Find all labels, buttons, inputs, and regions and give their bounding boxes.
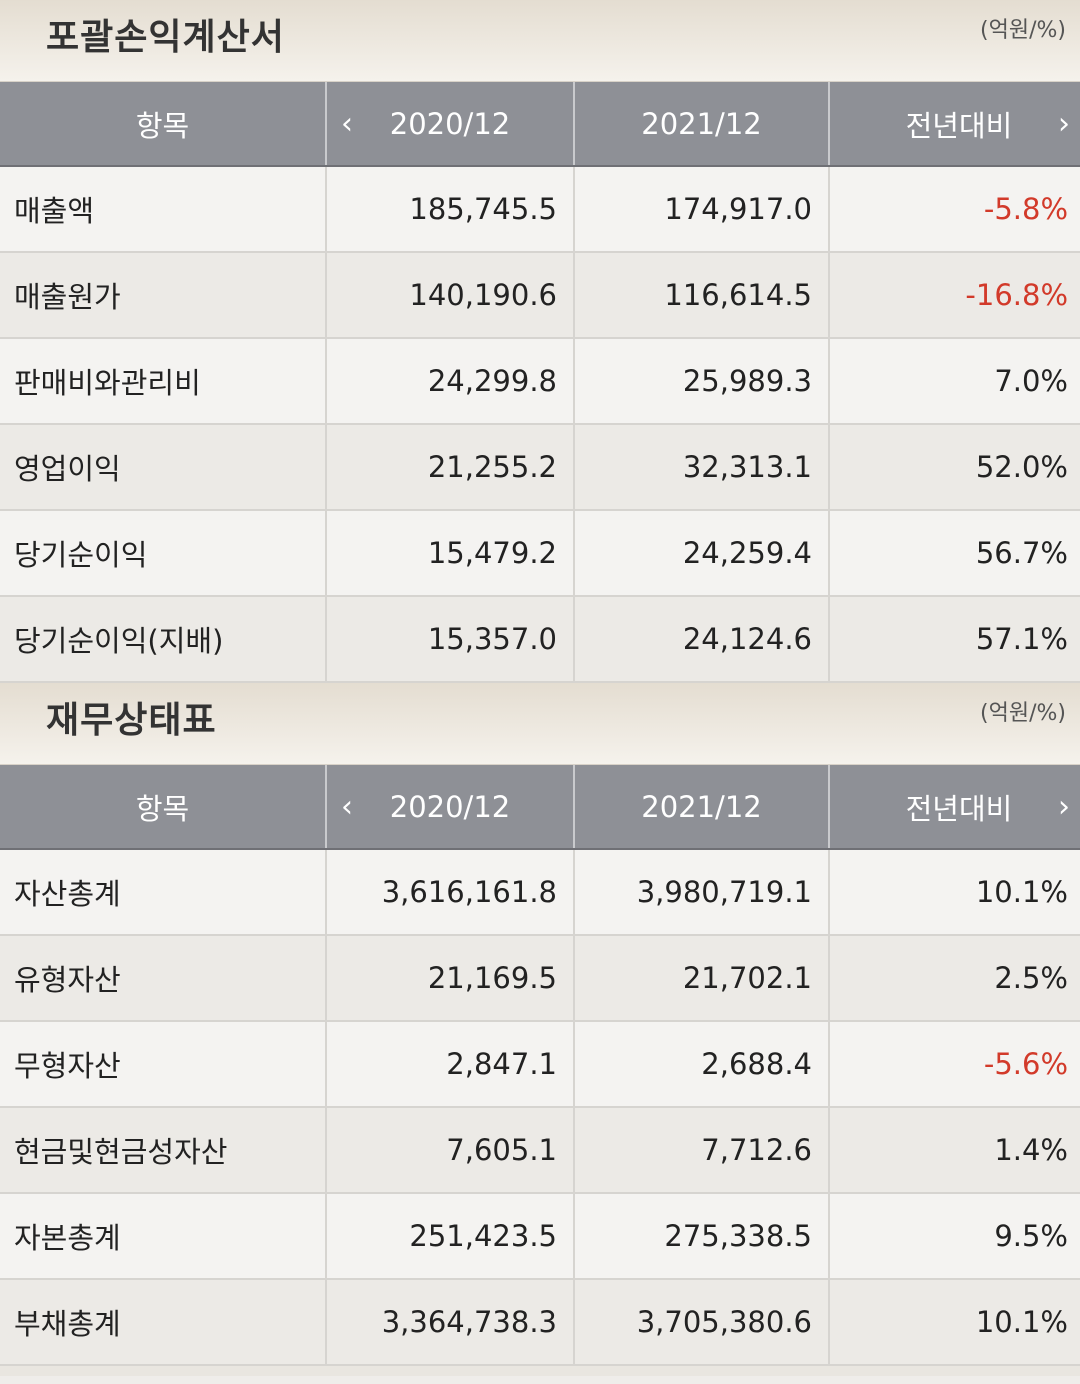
value-2021: 174,917.0 bbox=[574, 166, 830, 253]
column-header-label: 2021/12 bbox=[641, 789, 762, 824]
column-header-2021: 2021/12 bbox=[574, 82, 830, 167]
income-statement-table: 항목 ‹ 2020/12 2021/12 전년대비 › 매출액 185,745.5… bbox=[0, 82, 1080, 683]
chevron-left-icon[interactable]: ‹ bbox=[341, 106, 353, 141]
column-header-yoy: 전년대비 › bbox=[829, 765, 1080, 850]
value-yoy: 10.1% bbox=[829, 849, 1080, 936]
income-statement-title: 포괄손익계산서 bbox=[46, 17, 285, 58]
bottom-strip bbox=[0, 1366, 1080, 1376]
column-header-item: 항목 bbox=[0, 765, 327, 850]
column-header-item: 항목 bbox=[0, 82, 327, 167]
table-header-row: 항목 ‹ 2020/12 2021/12 전년대비 › bbox=[0, 82, 1080, 167]
value-2020: 185,745.5 bbox=[326, 166, 575, 253]
table-row: 당기순이익(지배) 15,357.0 24,124.6 57.1% bbox=[0, 596, 1080, 683]
column-header-label: 2021/12 bbox=[641, 106, 762, 141]
chevron-left-icon[interactable]: ‹ bbox=[341, 789, 353, 824]
balance-sheet-unit: (억원/%) bbox=[980, 701, 1066, 726]
value-2020: 15,479.2 bbox=[326, 510, 575, 597]
table-row: 자본총계 251,423.5 275,338.5 9.5% bbox=[0, 1193, 1080, 1280]
table-row: 판매비와관리비 24,299.8 25,989.3 7.0% bbox=[0, 338, 1080, 425]
row-label: 매출액 bbox=[0, 166, 327, 253]
column-header-label: 항목 bbox=[135, 108, 190, 143]
row-label: 영업이익 bbox=[0, 424, 327, 511]
value-2021: 275,338.5 bbox=[574, 1193, 830, 1280]
value-2020: 3,616,161.8 bbox=[326, 849, 575, 936]
value-2020: 3,364,738.3 bbox=[326, 1279, 575, 1366]
balance-sheet-table: 항목 ‹ 2020/12 2021/12 전년대비 › 자산총계 3,616,16… bbox=[0, 765, 1080, 1366]
row-label: 현금및현금성자산 bbox=[0, 1107, 327, 1194]
value-2020: 15,357.0 bbox=[326, 596, 575, 683]
row-label: 부채총계 bbox=[0, 1279, 327, 1366]
table-row: 유형자산 21,169.5 21,702.1 2.5% bbox=[0, 935, 1080, 1022]
value-yoy: 1.4% bbox=[829, 1107, 1080, 1194]
column-header-yoy: 전년대비 › bbox=[829, 82, 1080, 167]
row-label: 유형자산 bbox=[0, 935, 327, 1022]
row-label: 판매비와관리비 bbox=[0, 338, 327, 425]
column-header-label: 전년대비 bbox=[905, 108, 1013, 143]
table-row: 무형자산 2,847.1 2,688.4 -5.6% bbox=[0, 1021, 1080, 1108]
table-row: 자산총계 3,616,161.8 3,980,719.1 10.1% bbox=[0, 849, 1080, 936]
value-2020: 24,299.8 bbox=[326, 338, 575, 425]
table-row: 당기순이익 15,479.2 24,259.4 56.7% bbox=[0, 510, 1080, 597]
value-yoy: 9.5% bbox=[829, 1193, 1080, 1280]
row-label: 무형자산 bbox=[0, 1021, 327, 1108]
row-label: 당기순이익 bbox=[0, 510, 327, 597]
column-header-2020: ‹ 2020/12 bbox=[326, 765, 575, 850]
balance-sheet-title: 재무상태표 bbox=[46, 700, 217, 741]
value-yoy: 57.1% bbox=[829, 596, 1080, 683]
value-2020: 7,605.1 bbox=[326, 1107, 575, 1194]
value-2020: 2,847.1 bbox=[326, 1021, 575, 1108]
column-header-label: 항목 bbox=[135, 791, 190, 826]
value-2020: 251,423.5 bbox=[326, 1193, 575, 1280]
column-header-label: 전년대비 bbox=[905, 791, 1013, 826]
value-2021: 7,712.6 bbox=[574, 1107, 830, 1194]
table-row: 현금및현금성자산 7,605.1 7,712.6 1.4% bbox=[0, 1107, 1080, 1194]
row-label: 자본총계 bbox=[0, 1193, 327, 1280]
column-header-label: 2020/12 bbox=[389, 106, 511, 141]
value-yoy: 56.7% bbox=[829, 510, 1080, 597]
value-2021: 3,980,719.1 bbox=[574, 849, 830, 936]
value-2021: 2,688.4 bbox=[574, 1021, 830, 1108]
value-2020: 21,255.2 bbox=[326, 424, 575, 511]
value-2020: 21,169.5 bbox=[326, 935, 575, 1022]
value-2021: 32,313.1 bbox=[574, 424, 830, 511]
value-yoy: 7.0% bbox=[829, 338, 1080, 425]
value-yoy: 52.0% bbox=[829, 424, 1080, 511]
table-row: 매출액 185,745.5 174,917.0 -5.8% bbox=[0, 166, 1080, 253]
row-label: 당기순이익(지배) bbox=[0, 596, 327, 683]
value-2021: 24,124.6 bbox=[574, 596, 830, 683]
chevron-right-icon[interactable]: › bbox=[1058, 789, 1070, 824]
value-yoy: 10.1% bbox=[829, 1279, 1080, 1366]
value-yoy: -5.6% bbox=[829, 1021, 1080, 1108]
row-label: 매출원가 bbox=[0, 252, 327, 339]
row-label: 자산총계 bbox=[0, 849, 327, 936]
value-2021: 24,259.4 bbox=[574, 510, 830, 597]
balance-sheet-header: 재무상태표 (억원/%) bbox=[0, 683, 1080, 765]
table-row: 영업이익 21,255.2 32,313.1 52.0% bbox=[0, 424, 1080, 511]
table-header-row: 항목 ‹ 2020/12 2021/12 전년대비 › bbox=[0, 765, 1080, 850]
value-2020: 140,190.6 bbox=[326, 252, 575, 339]
value-yoy: -5.8% bbox=[829, 166, 1080, 253]
value-yoy: 2.5% bbox=[829, 935, 1080, 1022]
value-2021: 25,989.3 bbox=[574, 338, 830, 425]
value-2021: 21,702.1 bbox=[574, 935, 830, 1022]
income-statement-header: 포괄손익계산서 (억원/%) bbox=[0, 0, 1080, 82]
table-row: 매출원가 140,190.6 116,614.5 -16.8% bbox=[0, 252, 1080, 339]
column-header-2021: 2021/12 bbox=[574, 765, 830, 850]
value-2021: 3,705,380.6 bbox=[574, 1279, 830, 1366]
chevron-right-icon[interactable]: › bbox=[1058, 106, 1070, 141]
column-header-label: 2020/12 bbox=[389, 789, 511, 824]
column-header-2020: ‹ 2020/12 bbox=[326, 82, 575, 167]
value-yoy: -16.8% bbox=[829, 252, 1080, 339]
income-statement-unit: (억원/%) bbox=[980, 18, 1066, 43]
value-2021: 116,614.5 bbox=[574, 252, 830, 339]
table-row: 부채총계 3,364,738.3 3,705,380.6 10.1% bbox=[0, 1279, 1080, 1366]
